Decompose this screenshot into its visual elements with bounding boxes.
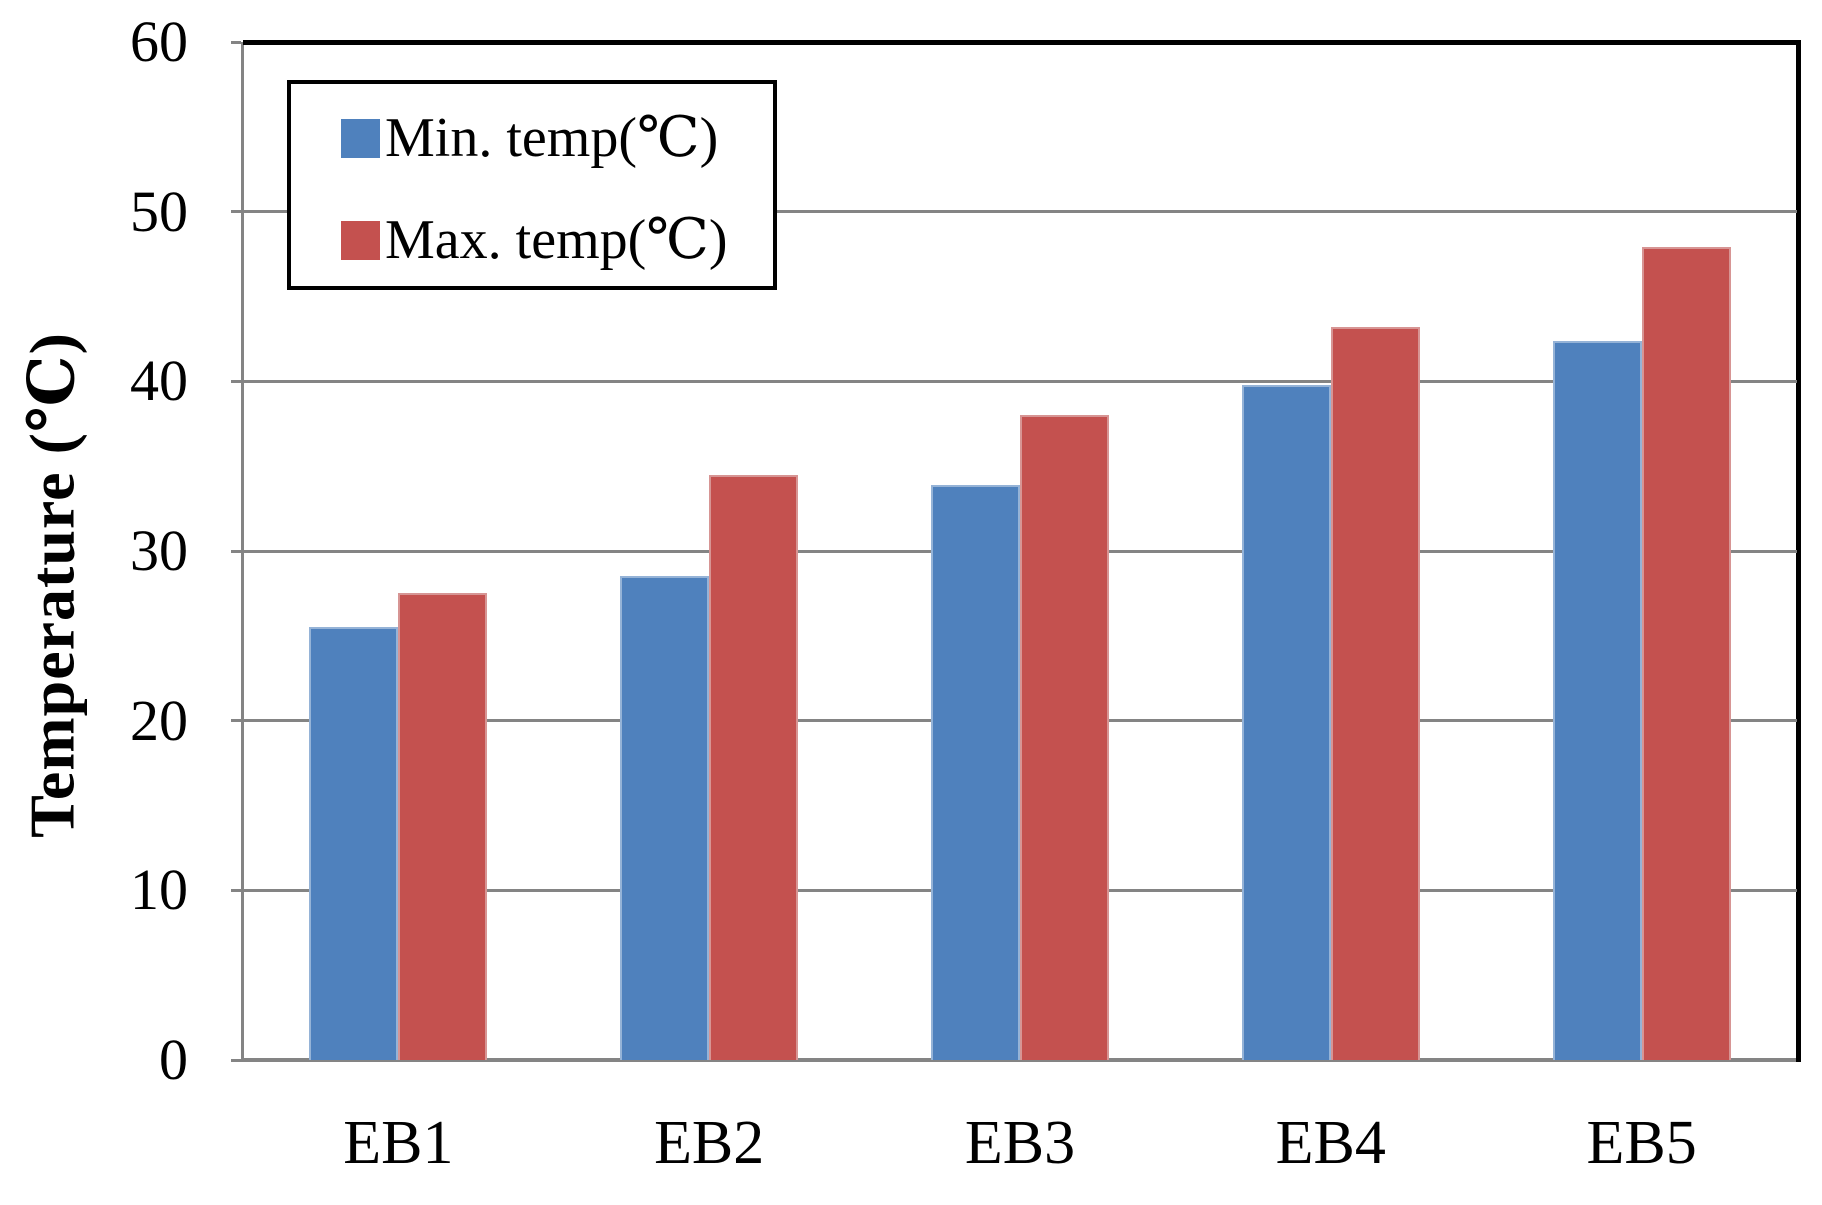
plot-area — [231, 40, 1801, 1062]
legend: Min. temp(℃) Max. temp(℃) — [287, 80, 777, 290]
y-tick-label-30: 30 — [130, 518, 188, 583]
y-axis-tick-30 — [231, 549, 241, 553]
y-axis-tick-0 — [231, 1058, 241, 1062]
legend-label-min-temp: Min. temp(℃) — [385, 107, 719, 169]
legend-swatch-min-temp — [341, 118, 380, 158]
gridline-50 — [243, 210, 1797, 214]
plot-border-top — [243, 40, 1799, 45]
y-axis-tick-10 — [231, 888, 241, 892]
legend-label-max-temp: Max. temp(℃) — [385, 209, 728, 271]
y-tick-label-0: 0 — [159, 1027, 188, 1092]
x-category-label-eb2: EB2 — [654, 1109, 765, 1177]
legend-entry-max: Max. temp(℃) — [341, 210, 728, 270]
bar-min-eb1 — [309, 627, 399, 1060]
y-tick-label-60: 60 — [130, 9, 188, 74]
y-axis-tick-20 — [231, 719, 241, 723]
x-category-label-eb5: EB5 — [1586, 1109, 1697, 1177]
x-category-label-eb4: EB4 — [1275, 1109, 1386, 1177]
y-axis-tick-40 — [231, 379, 241, 383]
bar-max-eb4 — [1330, 327, 1420, 1060]
y-tick-label-40: 40 — [130, 348, 188, 414]
x-category-label-eb3: EB3 — [964, 1109, 1076, 1177]
y-axis-tick-60 — [231, 40, 241, 44]
bar-max-eb1 — [398, 593, 488, 1060]
y-axis-tick-50 — [231, 210, 241, 214]
bar-min-eb5 — [1552, 340, 1642, 1060]
legend-swatch-max-temp — [341, 220, 380, 260]
x-axis-line — [241, 1058, 1799, 1062]
y-tick-label-50: 50 — [130, 178, 188, 244]
y-tick-labels: 0 10 20 30 40 50 60 — [0, 0, 188, 1205]
plot-border-right — [1796, 40, 1801, 1062]
bar-min-eb2 — [620, 576, 710, 1060]
x-category-label-eb1: EB1 — [343, 1109, 454, 1177]
bar-min-eb4 — [1241, 384, 1331, 1060]
bar-max-eb3 — [1020, 415, 1109, 1060]
bar-max-eb2 — [709, 474, 799, 1060]
gridline-40 — [243, 379, 1797, 383]
y-axis-line — [241, 42, 244, 1060]
y-tick-label-10: 10 — [130, 857, 188, 923]
bar-max-eb5 — [1641, 247, 1731, 1060]
bar-min-eb3 — [931, 484, 1020, 1060]
legend-entry-min: Min. temp(℃) — [341, 108, 718, 168]
y-tick-label-20: 20 — [130, 687, 188, 753]
